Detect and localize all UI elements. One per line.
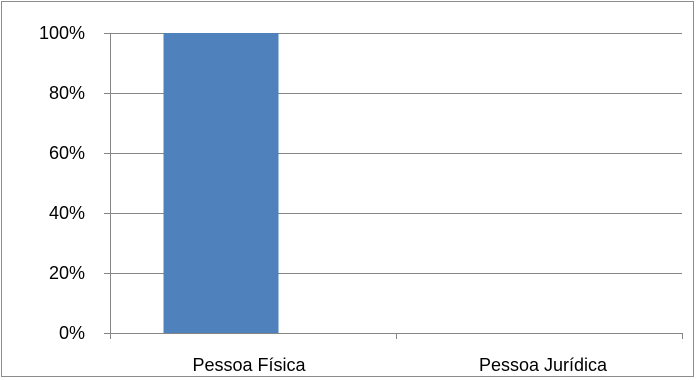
bars (163, 33, 279, 333)
y-tick-label: 80% (49, 83, 85, 103)
y-tick-label: 0% (59, 323, 85, 343)
y-tick-label: 60% (49, 143, 85, 163)
labels: 0% 20% 40% 60% 80% 100% Pessoa Física Pessoa Ju… (39, 23, 608, 375)
x-category-label: Pessoa Física (192, 355, 306, 375)
axes (104, 33, 683, 339)
y-tick-label: 100% (39, 23, 85, 43)
y-tick-label: 40% (49, 203, 85, 223)
x-category-label: Pessoa Jurídica (479, 355, 608, 375)
y-tick-label: 20% (49, 263, 85, 283)
bar (163, 33, 279, 333)
